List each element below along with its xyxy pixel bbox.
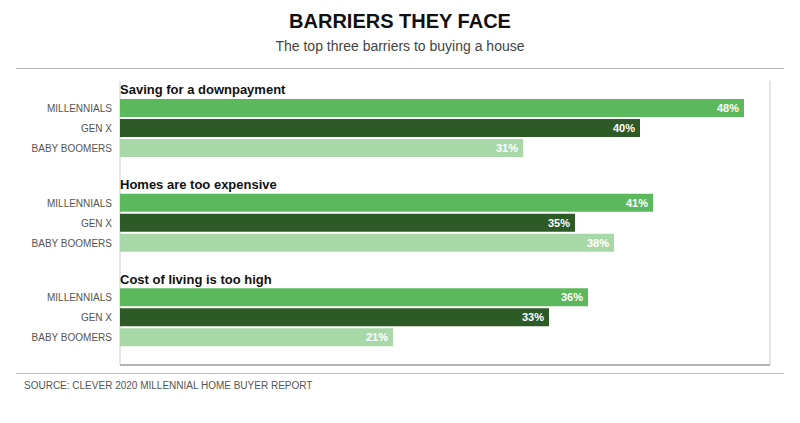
svg-text:Cost of living is too high: Cost of living is too high: [120, 272, 272, 287]
svg-text:Homes are too expensive: Homes are too expensive: [120, 177, 277, 192]
svg-text:38%: 38%: [587, 237, 609, 249]
svg-text:BABY BOOMERS: BABY BOOMERS: [32, 143, 113, 154]
svg-text:41%: 41%: [626, 197, 648, 209]
svg-text:BABY BOOMERS: BABY BOOMERS: [32, 332, 113, 343]
svg-text:48%: 48%: [717, 102, 739, 114]
html-text:SOURCE: CLEVER 2020 MILLENNIAL: SOURCE: CLEVER 2020 MILLENNIAL HOME BUYE…: [24, 380, 313, 391]
svg-text:31%: 31%: [496, 142, 518, 154]
svg-text:GEN X: GEN X: [81, 312, 112, 323]
svg-text:MILLENNIALS: MILLENNIALS: [47, 198, 112, 209]
svg-text:21%: 21%: [366, 331, 388, 343]
svg-text:BABY BOOMERS: BABY BOOMERS: [32, 238, 113, 249]
svg-text:MILLENNIALS: MILLENNIALS: [47, 103, 112, 114]
svg-text:40%: 40%: [613, 122, 635, 134]
html-text:The top three barriers to buyi: The top three barriers to buying a house: [275, 38, 525, 54]
html-text:BARRIERS THEY FACE: BARRIERS THEY FACE: [289, 10, 511, 32]
svg-text:GEN X: GEN X: [81, 218, 112, 229]
svg-text:MILLENNIALS: MILLENNIALS: [47, 292, 112, 303]
svg-text:GEN X: GEN X: [81, 123, 112, 134]
svg-text:36%: 36%: [561, 291, 583, 303]
svg-text:33%: 33%: [522, 311, 544, 323]
svg-text:35%: 35%: [548, 217, 570, 229]
svg-text:Saving for a downpayment: Saving for a downpayment: [120, 82, 286, 97]
